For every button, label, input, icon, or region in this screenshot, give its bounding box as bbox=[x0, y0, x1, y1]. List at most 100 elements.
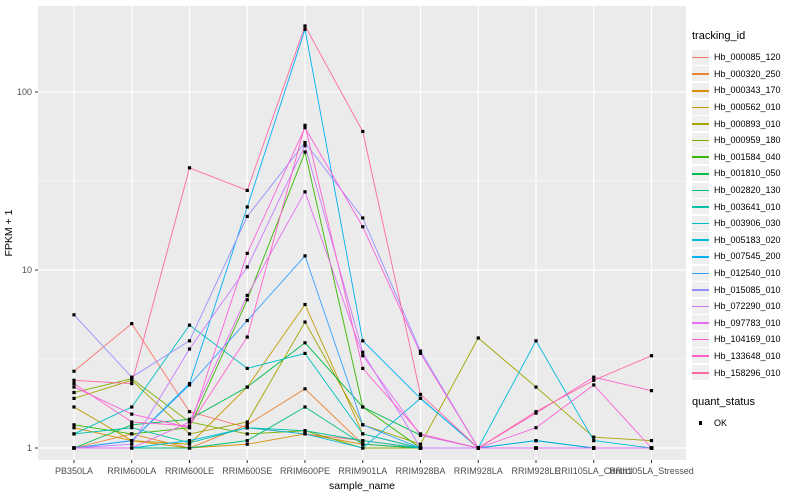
data-point bbox=[187, 420, 192, 424]
data-point bbox=[476, 446, 480, 450]
legend-title-quant-status: quant_status bbox=[692, 395, 755, 408]
legend-item-label: Hb_003641_010 bbox=[714, 201, 781, 212]
legend-item: Hb_000085_120 bbox=[692, 49, 798, 66]
data-point bbox=[303, 320, 307, 324]
legend-item: Hb_158296_010 bbox=[692, 364, 798, 381]
data-point bbox=[303, 429, 307, 433]
axis-text: 100 bbox=[17, 87, 32, 97]
data-point bbox=[187, 410, 192, 414]
legend-item-label: Hb_007545_200 bbox=[714, 251, 781, 262]
axis-text: RRIM600LA bbox=[107, 466, 156, 476]
legend-key-line-icon bbox=[692, 298, 709, 314]
axis-text: RRII105LA_Control bbox=[555, 466, 633, 476]
axis-text: RRII105LA_Stressed bbox=[609, 466, 694, 476]
legend-item: Hb_000893_010 bbox=[692, 115, 798, 132]
data-point bbox=[245, 426, 249, 430]
data-point bbox=[187, 446, 192, 450]
legend-item-label: Hb_000562_010 bbox=[714, 102, 781, 113]
axis-text: RRIM928LE bbox=[511, 466, 560, 476]
axis-text: 10 bbox=[22, 265, 32, 275]
data-point bbox=[361, 216, 365, 220]
legend-item-label: Hb_001810_050 bbox=[714, 168, 781, 179]
data-point bbox=[418, 349, 423, 353]
data-point bbox=[361, 442, 365, 446]
data-point bbox=[130, 420, 134, 424]
legend-title-tracking-id: tracking_id bbox=[692, 30, 746, 42]
data-point bbox=[245, 442, 249, 446]
legend-item-label: Hb_104169_010 bbox=[714, 334, 781, 345]
legend-item-label: Hb_000085_120 bbox=[714, 52, 781, 63]
data-point bbox=[245, 214, 249, 219]
legend-item: Hb_000343_170 bbox=[692, 82, 798, 99]
legend-item-label: Hb_000343_170 bbox=[714, 85, 781, 96]
legend-item: Hb_002820_130 bbox=[692, 182, 798, 199]
data-point bbox=[72, 405, 76, 409]
legend-item-label: Hb_000320_250 bbox=[714, 68, 781, 79]
data-point bbox=[245, 205, 249, 209]
data-point bbox=[245, 298, 249, 302]
legend-item: Hb_097783_010 bbox=[692, 315, 798, 332]
gridlines-minor bbox=[38, 180, 686, 360]
legend-key-line-icon bbox=[692, 99, 709, 115]
legend-item: Hb_003906_030 bbox=[692, 215, 798, 232]
axis-ticks bbox=[35, 91, 652, 463]
data-point bbox=[72, 446, 76, 450]
data-point bbox=[418, 396, 423, 400]
data-point bbox=[130, 321, 134, 326]
data-point bbox=[303, 24, 307, 28]
data-point bbox=[245, 335, 249, 339]
legend-item: Hb_015085_010 bbox=[692, 281, 798, 298]
data-point bbox=[303, 143, 307, 148]
data-point bbox=[187, 339, 192, 343]
legend-item-label: Hb_133648_010 bbox=[714, 350, 781, 361]
data-point bbox=[361, 129, 365, 134]
data-point bbox=[418, 351, 423, 355]
data-point bbox=[534, 385, 538, 389]
data-point bbox=[592, 446, 596, 450]
legend-key-line-icon bbox=[692, 132, 709, 148]
data-point bbox=[361, 405, 365, 409]
legend-item: Hb_003641_010 bbox=[692, 198, 798, 215]
data-point bbox=[130, 426, 134, 430]
legend-key-line-icon bbox=[692, 331, 709, 347]
data-point bbox=[303, 27, 307, 31]
axis-text: RRIM600PE bbox=[280, 466, 330, 476]
data-point bbox=[361, 446, 365, 450]
data-point bbox=[303, 341, 307, 345]
data-point bbox=[130, 412, 134, 416]
data-point bbox=[592, 375, 596, 379]
data-point bbox=[245, 265, 249, 269]
data-point bbox=[245, 432, 249, 436]
legend-key-line-icon bbox=[692, 248, 709, 264]
data-point bbox=[418, 442, 423, 446]
data-point bbox=[534, 446, 538, 450]
data-point bbox=[361, 350, 365, 354]
legend-key-line-icon bbox=[692, 182, 709, 198]
data-point bbox=[303, 432, 307, 436]
data-point bbox=[361, 339, 365, 343]
data-point bbox=[303, 190, 307, 194]
data-point bbox=[72, 378, 76, 382]
data-point bbox=[418, 432, 423, 436]
data-point bbox=[187, 441, 192, 445]
legend-key-line-icon bbox=[692, 116, 709, 132]
data-point bbox=[649, 439, 654, 443]
data-point bbox=[72, 390, 76, 395]
gridlines-major bbox=[38, 6, 686, 460]
legend-key-line-icon bbox=[692, 199, 709, 215]
data-point bbox=[361, 354, 365, 358]
legend-item: Hb_104169_010 bbox=[692, 331, 798, 348]
data-point bbox=[245, 366, 249, 371]
data-point bbox=[72, 423, 76, 427]
legend-item: Hb_000959_180 bbox=[692, 132, 798, 149]
data-point bbox=[649, 389, 654, 393]
data-point bbox=[245, 385, 249, 389]
legend-item: Hb_001584_040 bbox=[692, 149, 798, 166]
legend-key-point-icon bbox=[692, 416, 709, 431]
axis-text: RRIM600SE bbox=[222, 466, 272, 476]
legend-key-line-icon bbox=[692, 265, 709, 281]
legend-item-label: Hb_005183_020 bbox=[714, 234, 781, 245]
legend-item-label: Hb_012540_010 bbox=[714, 268, 781, 279]
data-point bbox=[303, 387, 307, 391]
data-point bbox=[245, 420, 249, 424]
